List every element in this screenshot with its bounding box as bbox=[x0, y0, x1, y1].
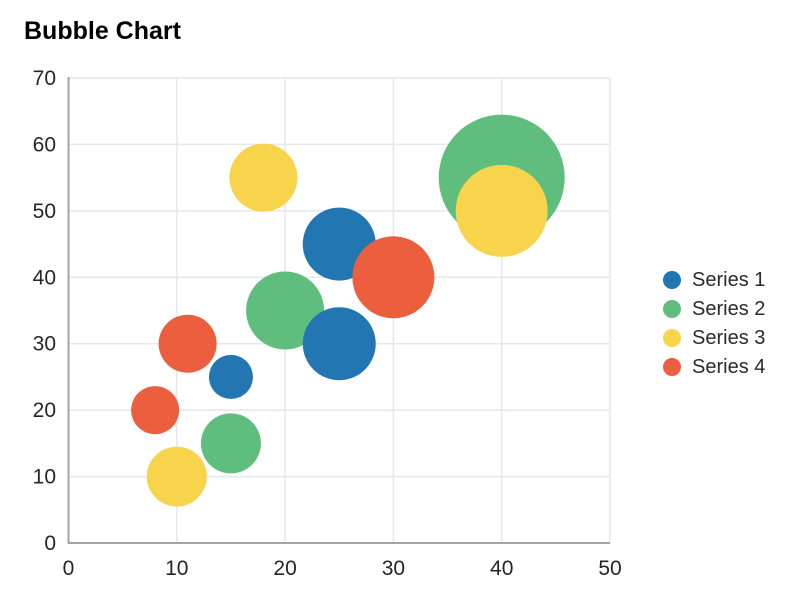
legend-item-series-3: Series 3 bbox=[663, 327, 765, 349]
y-tick-label-30: 30 bbox=[33, 333, 56, 356]
y-tick-label-60: 60 bbox=[33, 133, 56, 156]
x-tick-label-40: 40 bbox=[490, 557, 513, 580]
y-tick-label-50: 50 bbox=[33, 200, 56, 223]
y-tick-label-20: 20 bbox=[33, 399, 56, 422]
x-tick-label-30: 30 bbox=[382, 557, 405, 580]
bubble-series-3-x18-y55 bbox=[229, 143, 298, 212]
bubble-series-2-x20-y35 bbox=[246, 271, 325, 350]
x-tick-label-50: 50 bbox=[598, 557, 621, 580]
legend-item-series-2: Series 2 bbox=[663, 298, 765, 320]
legend-marker-icon bbox=[663, 300, 681, 318]
bubble-series-3-x10-y10 bbox=[146, 446, 207, 507]
legend-label: Series 1 bbox=[692, 269, 766, 291]
legend-marker-icon bbox=[663, 271, 681, 289]
legend-label: Series 4 bbox=[692, 356, 766, 378]
chart-title: Bubble Chart bbox=[24, 17, 181, 45]
x-tick-label-20: 20 bbox=[273, 557, 296, 580]
x-tick-label-0: 0 bbox=[63, 557, 75, 580]
legend-item-series-4: Series 4 bbox=[663, 356, 765, 378]
bubble-series-1-x15-y25 bbox=[208, 354, 253, 399]
bubble-series-3-x40-y50 bbox=[455, 164, 548, 257]
legend-label: Series 3 bbox=[692, 327, 766, 349]
legend-label: Series 2 bbox=[692, 298, 766, 320]
legend-item-series-1: Series 1 bbox=[663, 269, 765, 291]
bubble-series-4-x8-y20 bbox=[131, 386, 180, 435]
bubble-series-2-x15-y15 bbox=[200, 413, 261, 474]
y-tick-label-40: 40 bbox=[33, 266, 56, 289]
chart-legend: Series 1 Series 2 Series 3 Series 4 bbox=[663, 269, 765, 378]
y-tick-label-0: 0 bbox=[44, 532, 56, 555]
bubble-series-4-x30-y40 bbox=[352, 236, 435, 319]
bubble-series-4-x11-y30 bbox=[158, 314, 217, 373]
y-tick-label-10: 10 bbox=[33, 466, 56, 489]
x-tick-label-10: 10 bbox=[165, 557, 188, 580]
bubble-series-1-x25-y30 bbox=[302, 307, 376, 381]
y-tick-label-70: 70 bbox=[33, 67, 56, 90]
legend-marker-icon bbox=[663, 329, 681, 347]
legend-marker-icon bbox=[663, 358, 681, 376]
